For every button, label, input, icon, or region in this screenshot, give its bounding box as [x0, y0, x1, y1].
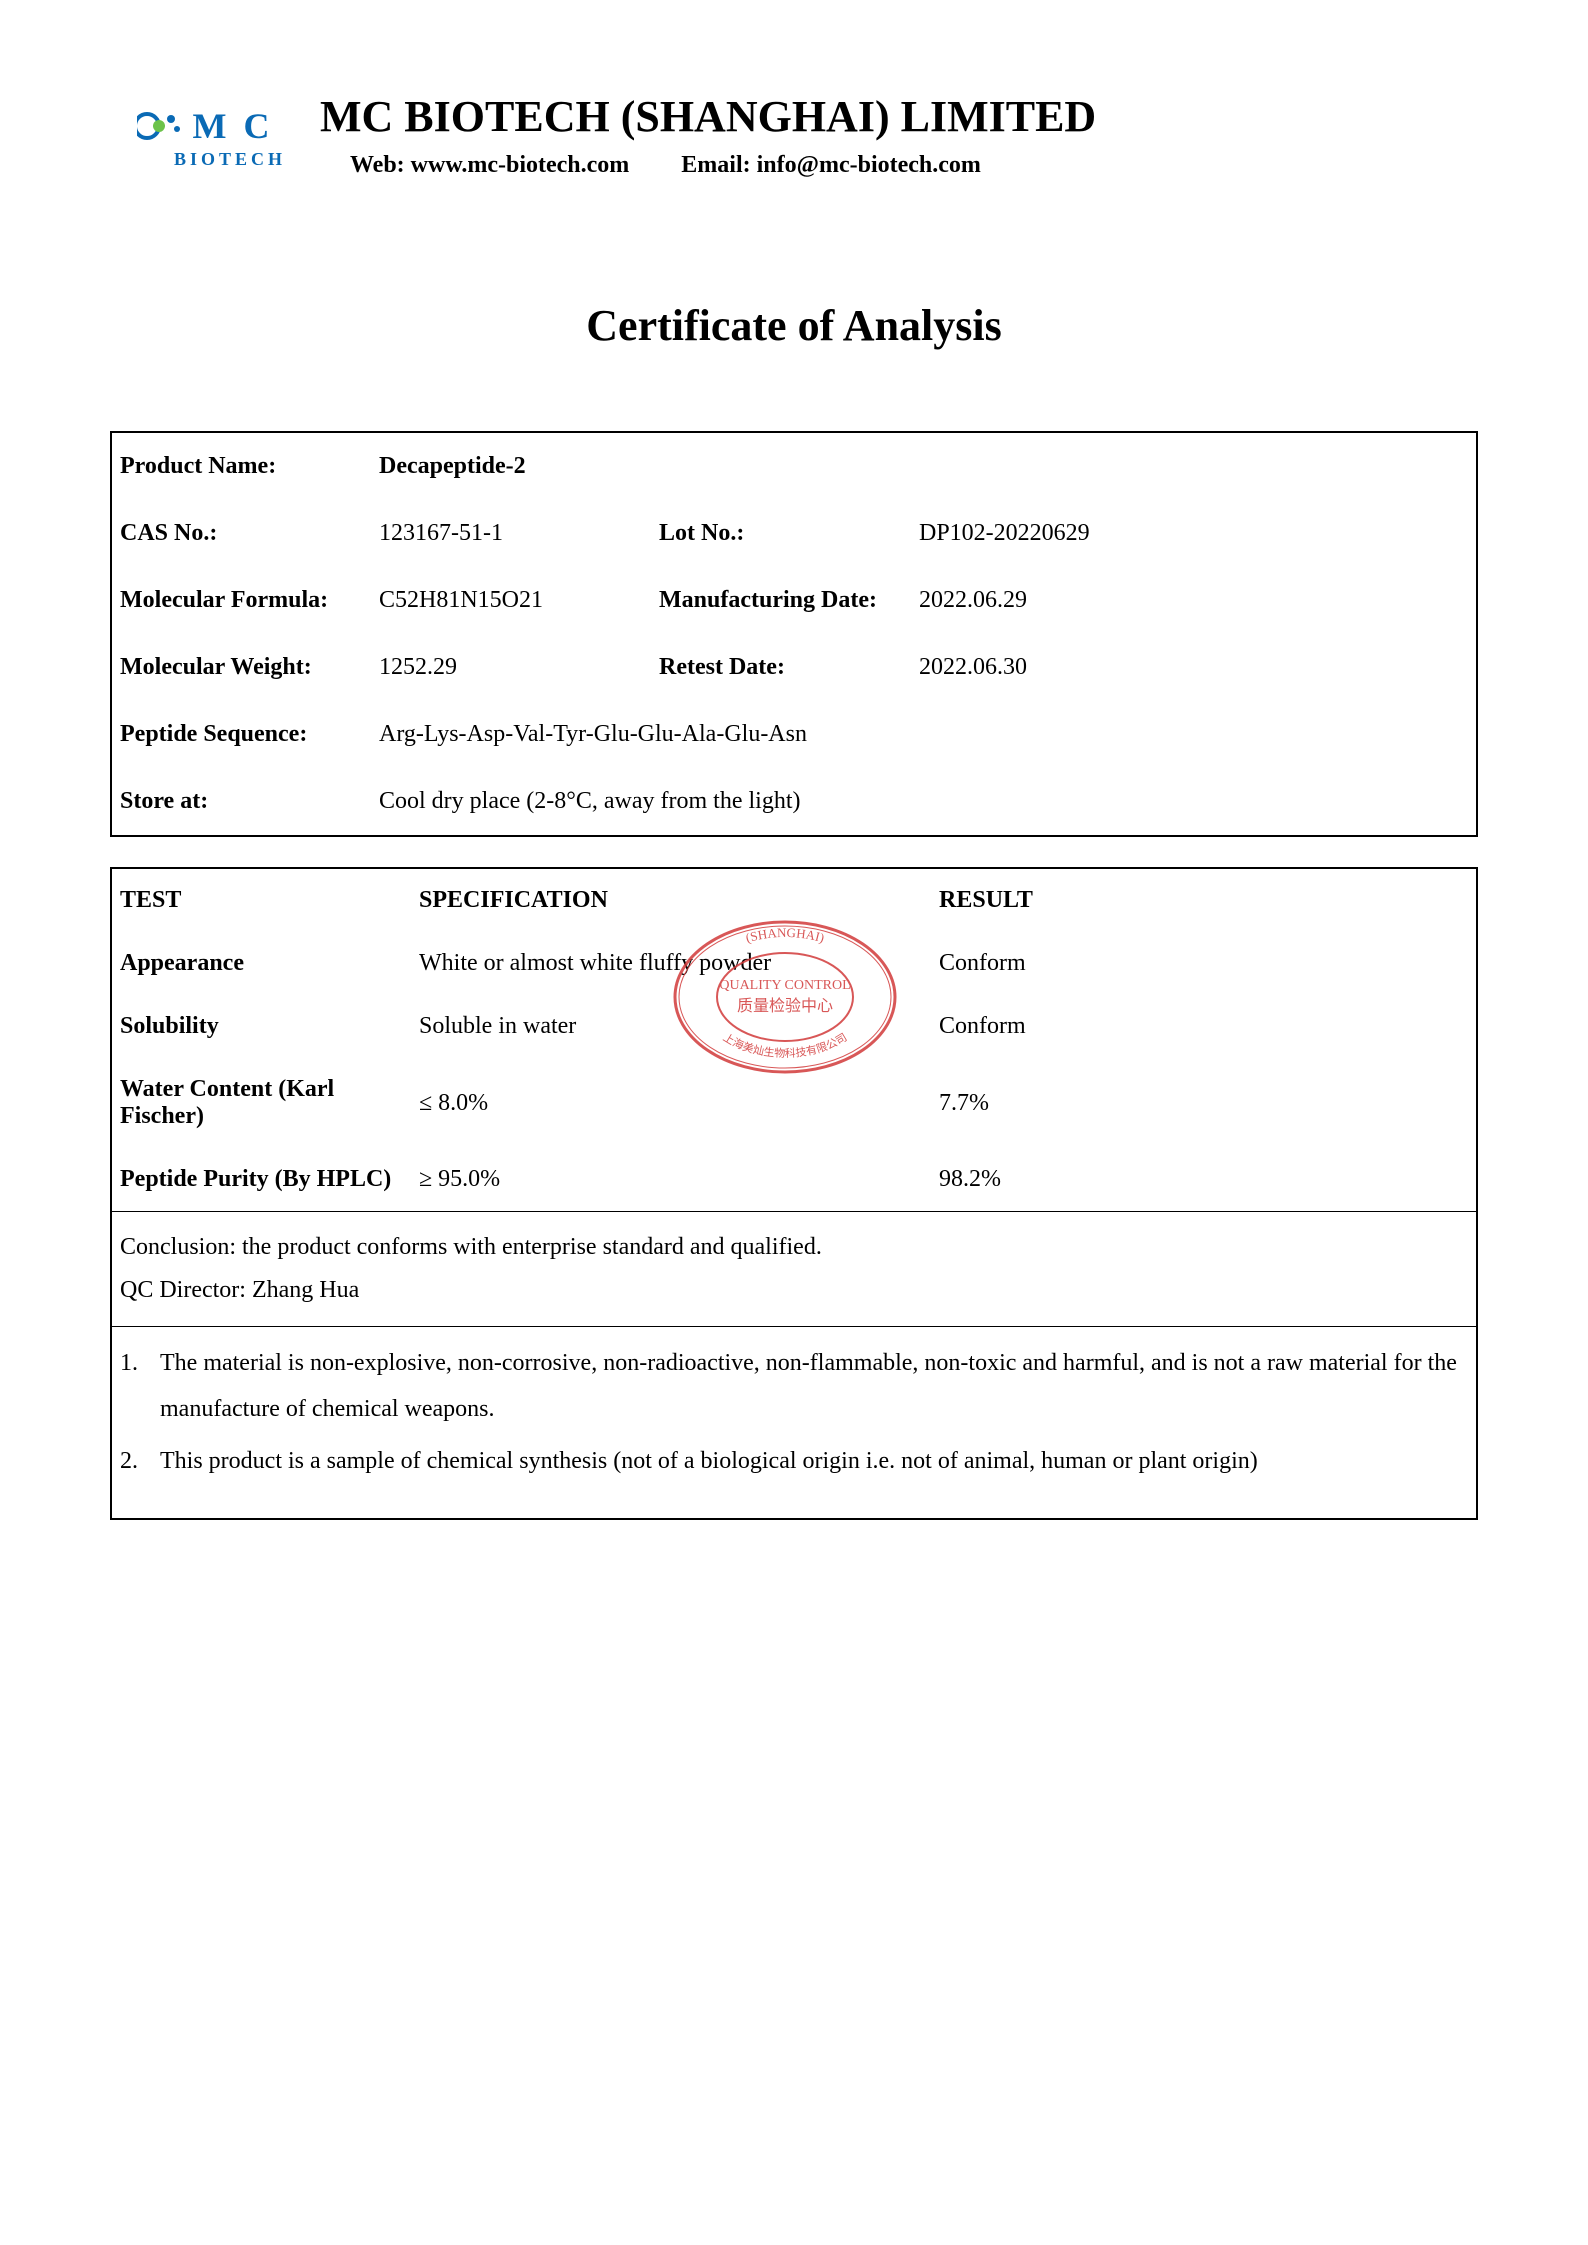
logo-mark-icon: [137, 101, 187, 151]
test-header-test: TEST: [111, 868, 411, 932]
test-results-table: TEST SPECIFICATION RESULT Appearance Whi…: [110, 867, 1478, 1520]
test-header-spec: SPECIFICATION: [411, 868, 931, 932]
product-name-value: Decapeptide-2: [371, 432, 1477, 500]
store-label: Store at:: [111, 768, 371, 836]
notes-list: The material is non-explosive, non-corro…: [120, 1341, 1468, 1484]
list-item: The material is non-explosive, non-corro…: [120, 1341, 1468, 1432]
notes-row: The material is non-explosive, non-corro…: [111, 1327, 1477, 1519]
lot-label: Lot No.:: [651, 500, 911, 567]
sequence-label: Peptide Sequence:: [111, 701, 371, 768]
test-spec: Soluble in water: [411, 995, 931, 1058]
letterhead: M C BIOTECH MC BIOTECH (SHANGHAI) LIMITE…: [110, 80, 1478, 190]
test-name: Peptide Purity (By HPLC): [111, 1148, 411, 1212]
cas-value: 123167-51-1: [371, 500, 651, 567]
contact-line: Web: www.mc-biotech.com Email: info@mc-b…: [350, 152, 1478, 179]
cas-label: CAS No.:: [111, 500, 371, 567]
test-result: 98.2%: [931, 1148, 1477, 1212]
web-label: Web:: [350, 152, 405, 178]
table-row: Appearance White or almost white fluffy …: [111, 932, 1477, 995]
web-value: www.mc-biotech.com: [411, 152, 630, 178]
store-value: Cool dry place (2-8°C, away from the lig…: [371, 768, 1477, 836]
logo-biotech-text: BIOTECH: [174, 149, 286, 170]
product-info-table: Product Name: Decapeptide-2 CAS No.: 123…: [110, 431, 1478, 837]
lot-value: DP102-20220629: [911, 500, 1477, 567]
sequence-value: Arg-Lys-Asp-Val-Tyr-Glu-Glu-Ala-Glu-Asn: [371, 701, 1477, 768]
formula-label: Molecular Formula:: [111, 567, 371, 634]
test-result: 7.7%: [931, 1058, 1477, 1148]
table-row: Solubility Soluble in water Conform: [111, 995, 1477, 1058]
formula-value: C52H81N15O21: [371, 567, 651, 634]
mw-label: Molecular Weight:: [111, 634, 371, 701]
table-row: Peptide Purity (By HPLC) ≥ 95.0% 98.2%: [111, 1148, 1477, 1212]
logo-mc-text: M C: [193, 105, 274, 147]
mfg-date-label: Manufacturing Date:: [651, 567, 911, 634]
conclusion-text: Conclusion: the product conforms with en…: [120, 1226, 1468, 1269]
retest-value: 2022.06.30: [911, 634, 1477, 701]
conclusion-row: Conclusion: the product conforms with en…: [111, 1212, 1477, 1327]
page-title: Certificate of Analysis: [110, 300, 1478, 351]
test-result: Conform: [931, 932, 1477, 995]
test-name: Solubility: [111, 995, 411, 1058]
test-spec: ≤ 8.0%: [411, 1058, 931, 1148]
product-name-label: Product Name:: [111, 432, 371, 500]
company-name: MC BIOTECH (SHANGHAI) LIMITED: [320, 91, 1478, 142]
test-name: Appearance: [111, 932, 411, 995]
email-label: Email:: [681, 152, 750, 178]
list-item: This product is a sample of chemical syn…: [120, 1439, 1468, 1485]
mw-value: 1252.29: [371, 634, 651, 701]
test-spec: ≥ 95.0%: [411, 1148, 931, 1212]
test-spec: White or almost white fluffy powder: [411, 932, 931, 995]
qc-director: QC Director: Zhang Hua: [120, 1269, 1468, 1312]
retest-label: Retest Date:: [651, 634, 911, 701]
mfg-date-value: 2022.06.29: [911, 567, 1477, 634]
email-value: info@mc-biotech.com: [757, 152, 981, 178]
test-result: Conform: [931, 995, 1477, 1058]
table-row: Water Content (Karl Fischer) ≤ 8.0% 7.7%: [111, 1058, 1477, 1148]
test-name: Water Content (Karl Fischer): [111, 1058, 411, 1148]
test-header-result: RESULT: [931, 868, 1477, 932]
company-logo: M C BIOTECH: [110, 80, 300, 190]
